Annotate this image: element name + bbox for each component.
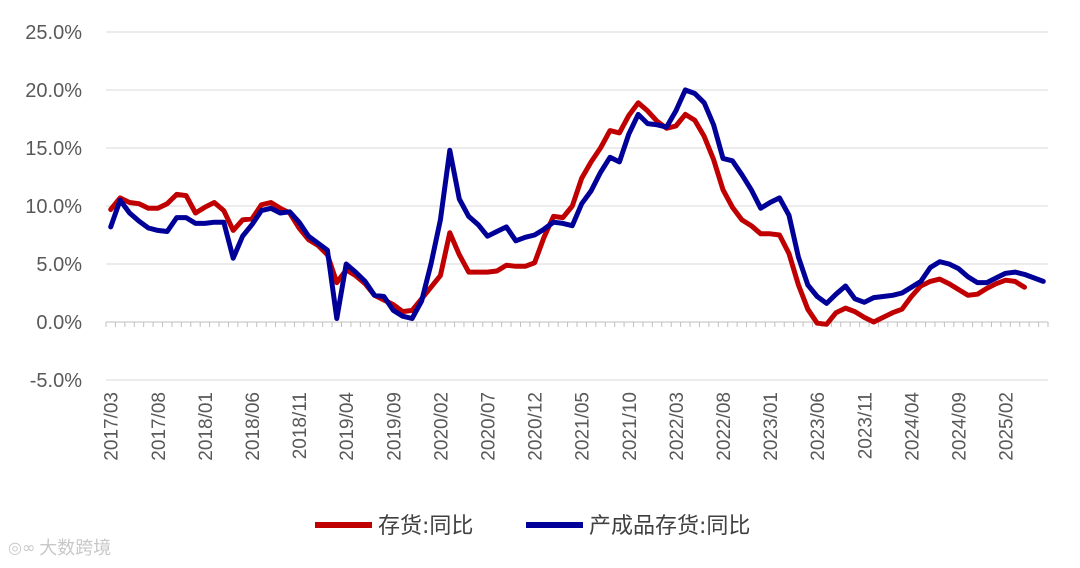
series-line-1 [108,87,1046,321]
legend: 存货:同比 产成品存货:同比 [315,514,750,539]
watermark: ◎∞ 大数跨境 [8,534,111,560]
y-tick-label: 5.0% [36,254,82,276]
y-tick-label: 10.0% [25,196,82,218]
x-tick-label: 2017/08 [149,392,170,461]
x-tick-label: 2025/02 [997,392,1018,461]
series-line-0 [108,100,1027,327]
y-tick-label: 0.0% [36,312,82,334]
series-lines [108,87,1046,327]
x-tick-label: 2022/08 [714,392,735,461]
x-tick-label: 2023/06 [808,392,829,461]
x-tick-label: 2020/02 [431,392,452,461]
x-axis-tick-labels: 2017/03 2017/08 2018/01 2018/06 2018/11 2019/… [102,392,1018,461]
y-tick-label: 25.0% [25,22,82,44]
x-tick-label: 2023/11 [855,392,876,459]
y-tick-label: -5.0% [30,370,82,392]
x-tick-label: 2019/04 [337,392,358,461]
legend-label-1: 产成品存货:同比 [589,514,750,539]
x-tick-label: 2021/05 [573,392,594,461]
x-tick-label: 2018/01 [196,392,217,461]
y-tick-label: 20.0% [25,80,82,102]
y-axis-tick-labels: 25.0% 20.0% 15.0% 10.0% 5.0% 0.0% -5.0% [25,22,82,392]
x-tick-label: 2020/07 [479,392,500,461]
logo-icon: ◎∞ [8,537,36,557]
x-tick-label: 2018/11 [290,392,311,459]
x-tick-label: 2024/09 [950,392,971,461]
x-tick-label: 2017/03 [102,392,123,461]
x-tick-label: 2018/06 [243,392,264,461]
y-tick-label: 15.0% [25,138,82,160]
x-tick-label: 2023/01 [761,392,782,461]
legend-label-0: 存货:同比 [378,514,473,539]
gridlines [106,31,1048,381]
watermark-text: 大数跨境 [39,538,112,559]
x-tick-label: 2019/09 [384,392,405,461]
x-tick-label: 2021/10 [620,392,641,461]
x-axis [105,321,1049,327]
x-tick-label: 2024/04 [902,392,923,461]
x-tick-label: 2020/12 [526,392,547,461]
x-tick-label: 2022/03 [667,392,688,461]
